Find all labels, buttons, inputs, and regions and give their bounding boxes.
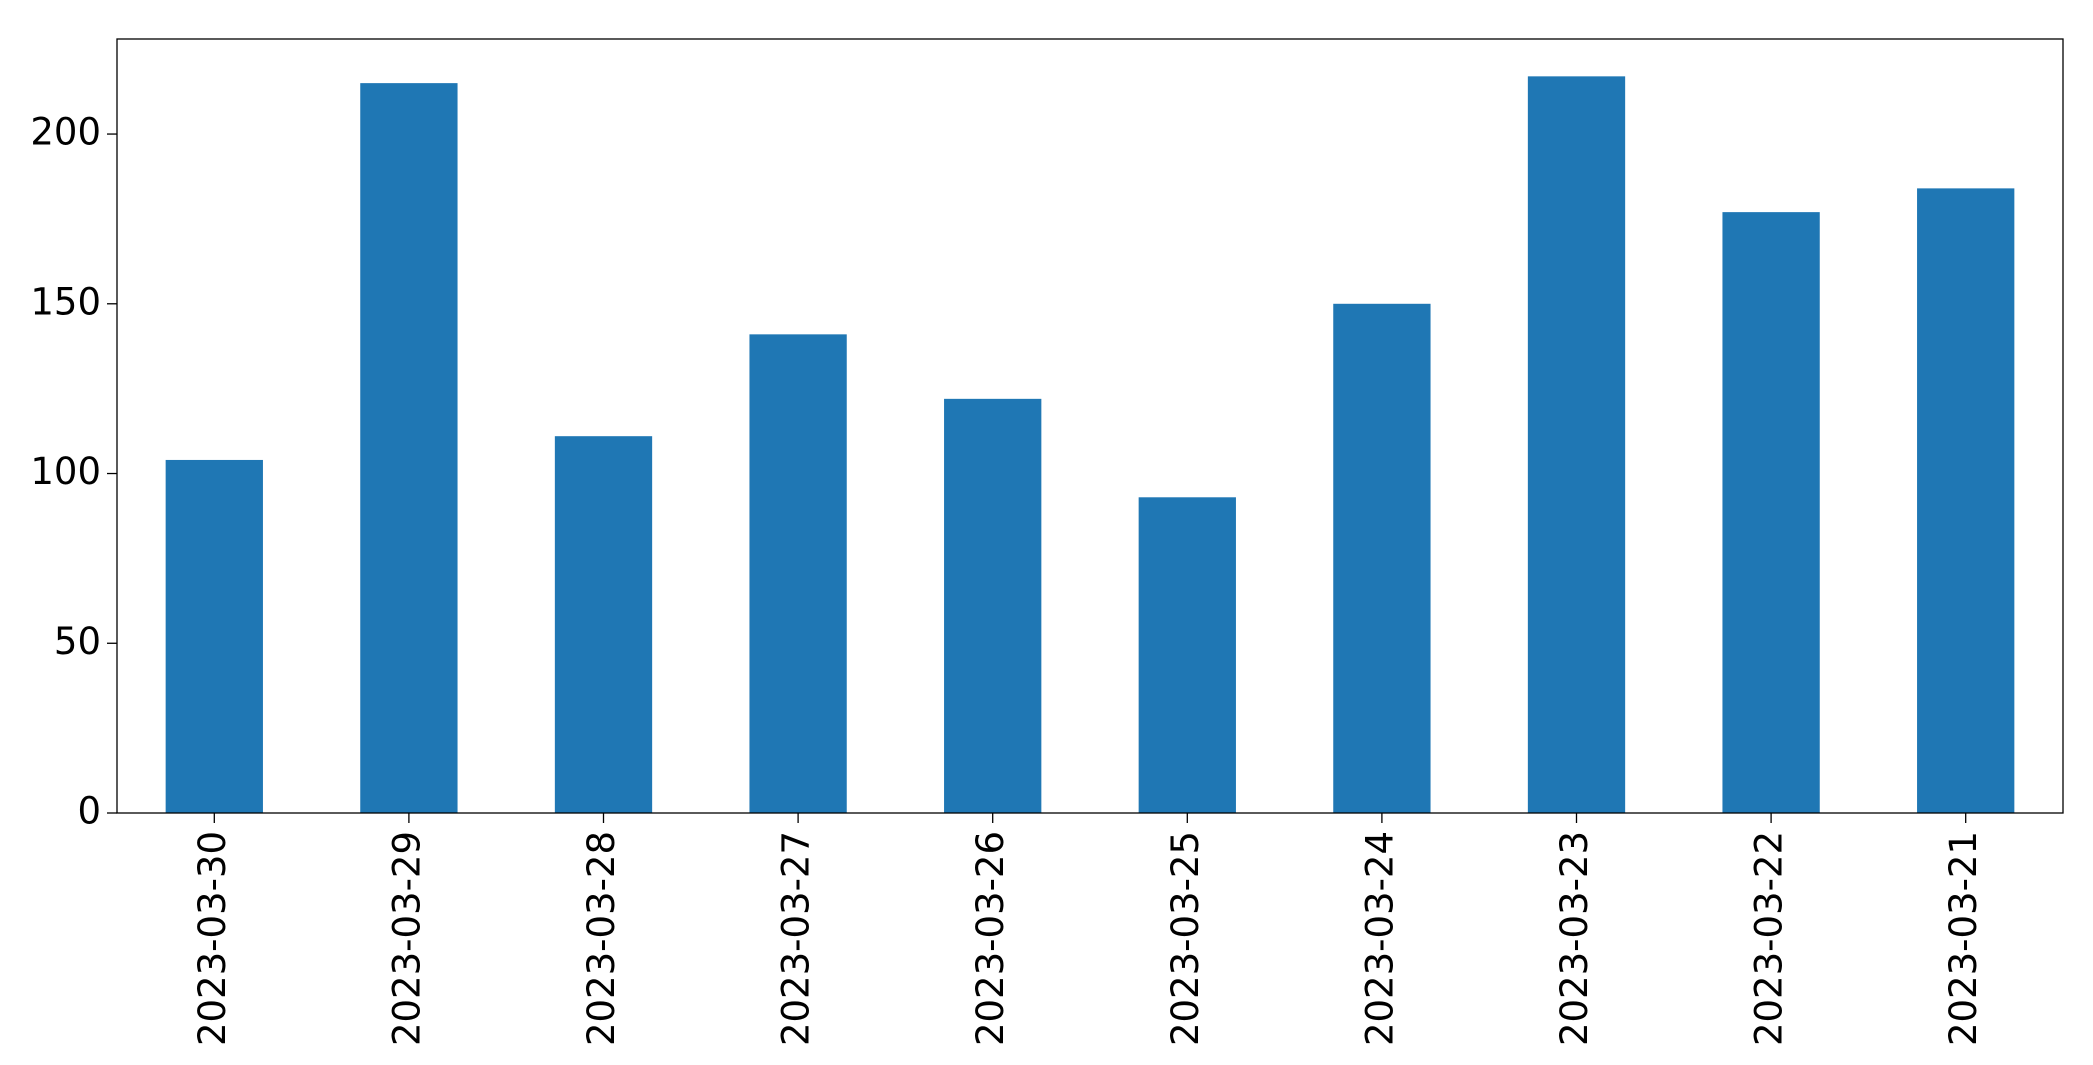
y-tick-label: 0 — [77, 790, 101, 833]
bar — [360, 83, 458, 813]
bar — [1527, 76, 1626, 813]
x-tick-label: 2023-03-22 — [1748, 831, 1791, 1046]
x-tick-label: 2023-03-27 — [775, 831, 818, 1046]
y-tick-label: 150 — [30, 280, 101, 323]
x-tick-label: 2023-03-25 — [1164, 831, 1207, 1046]
bar — [165, 459, 263, 813]
bar — [944, 398, 1042, 813]
bar — [749, 334, 847, 813]
x-tick-label: 2023-03-23 — [1553, 831, 1596, 1046]
bar — [1138, 497, 1236, 813]
x-tick-label: 2023-03-28 — [580, 831, 623, 1046]
bar — [1722, 212, 1820, 813]
y-tick-label: 50 — [54, 620, 101, 663]
y-tick-label: 200 — [30, 111, 101, 154]
axes-frame — [116, 38, 2064, 814]
x-tick-label: 2023-03-26 — [969, 831, 1012, 1046]
x-tick-label: 2023-03-30 — [191, 831, 234, 1046]
bar — [554, 436, 653, 813]
y-tick-label: 100 — [30, 450, 101, 493]
x-tick-label: 2023-03-21 — [1942, 831, 1985, 1046]
bar — [1917, 188, 2015, 814]
x-tick-label: 2023-03-24 — [1358, 831, 1401, 1046]
bar — [1333, 303, 1431, 813]
x-tick-label: 2023-03-29 — [385, 831, 428, 1046]
